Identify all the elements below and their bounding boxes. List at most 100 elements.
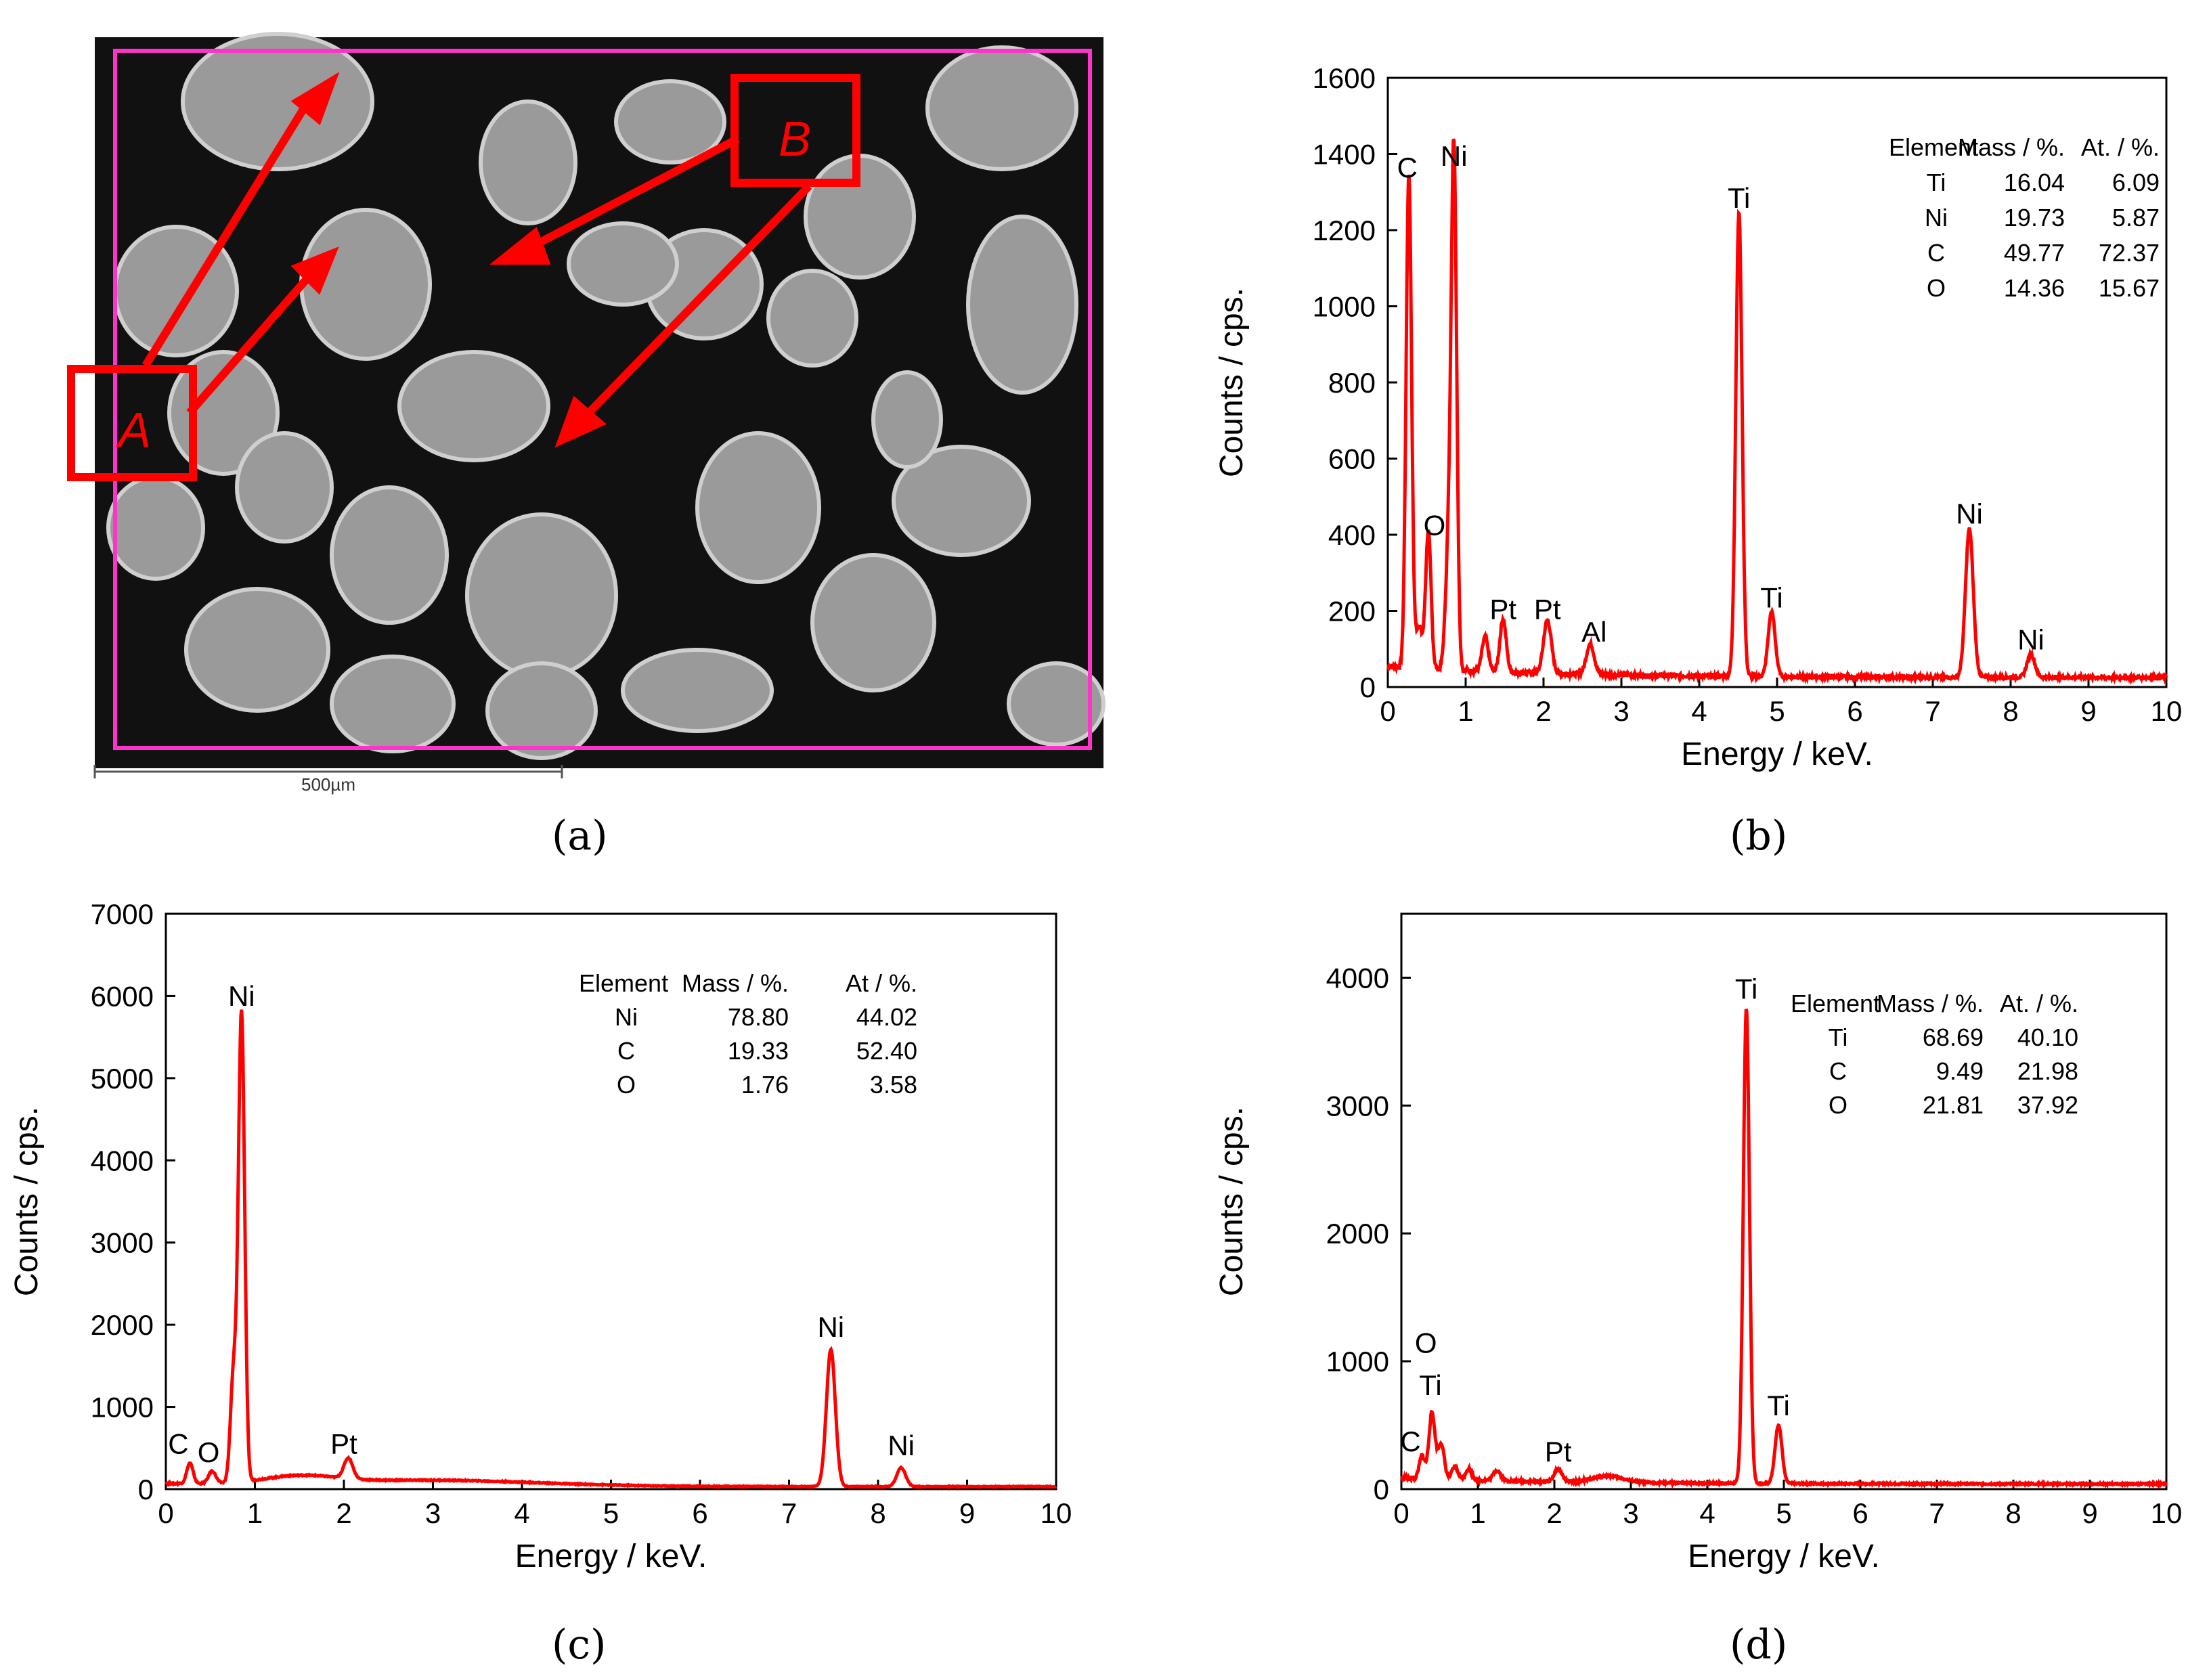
y-tick-label: 600 (1328, 443, 1376, 475)
peak-label: Pt (1545, 1436, 1572, 1467)
table-header-cell: Element (1791, 990, 1880, 1017)
scale-bar-label: 500µm (301, 774, 355, 795)
peak-label: O (1424, 510, 1446, 541)
y-tick-label: 2000 (91, 1309, 154, 1341)
table-header-cell: At / %. (846, 969, 917, 997)
table-header-cell: Mass / %. (1877, 990, 1984, 1017)
peak-label: Al (1581, 616, 1606, 648)
region-box-a (67, 365, 197, 481)
x-tick-label: 2 (1535, 695, 1551, 727)
x-tick-label: 9 (2080, 695, 2096, 727)
table-cell: O (1927, 274, 1946, 302)
table-header-cell: Element (1889, 133, 1978, 161)
plot-frame (165, 912, 1057, 1490)
table-cell: 19.73 (2004, 204, 2065, 231)
table-cell: 52.40 (856, 1037, 917, 1065)
table-cell: 1.76 (741, 1071, 789, 1099)
peak-label: C (168, 1428, 188, 1460)
table-cell: Ti (1829, 1023, 1848, 1051)
table-cell: Ni (1925, 204, 1948, 231)
panel-label-a: (a) (552, 812, 608, 860)
x-tick-label: 4 (1699, 1497, 1715, 1529)
x-tick-label: 8 (870, 1497, 885, 1529)
x-tick-label: 6 (692, 1497, 707, 1529)
table-cell: 19.33 (728, 1037, 789, 1065)
y-tick-label: 1400 (1313, 139, 1376, 171)
table-cell: 68.69 (1923, 1023, 1984, 1051)
table-cell: 16.04 (2004, 169, 2065, 196)
peak-label: Ti (1728, 182, 1750, 214)
table-header-cell: At. / %. (2081, 133, 2160, 161)
region-label-b: B (779, 112, 811, 167)
x-tick-label: 3 (1613, 695, 1629, 727)
region-label-a: A (116, 403, 151, 458)
table-cell: 6.09 (2112, 169, 2160, 196)
peak-label: Ni (1441, 140, 1468, 172)
analysis-frame (113, 49, 1092, 750)
eds-chart-d: 0 1 2 3 4 5 6 7 8 9 1001000200030004000COTiPtTiTiE… (1214, 912, 2183, 1574)
table-cell: 21.81 (1923, 1091, 1984, 1119)
table-cell: 72.37 (2099, 239, 2160, 267)
y-axis-title-d: Counts / cps. (1214, 1107, 1250, 1296)
x-tick-label: 1 (1470, 1497, 1485, 1529)
y-tick-label: 0 (138, 1474, 154, 1505)
table-cell: C (1927, 239, 1945, 267)
x-tick-label: 9 (959, 1497, 975, 1529)
plot-area-b: 0 1 2 3 4 5 6 7 8 9 10 0 200 400 600 800 1000 1200 1400 160… (1313, 62, 2183, 727)
table-cell: 40.10 (2017, 1023, 2078, 1051)
x-tick-label: 5 (603, 1497, 619, 1529)
annotation-arrows (141, 72, 812, 448)
peak-label: Ni (888, 1430, 915, 1461)
sem-micrograph: A B 500µm (67, 32, 1106, 795)
peak-label: C (1400, 1425, 1420, 1457)
y-tick-label: 1000 (1326, 1346, 1389, 1377)
plot-area-d: 0 1 2 3 4 5 6 7 8 9 1001000200030004000COTiPtTiTiE… (1326, 912, 2183, 1529)
panel-label-c: (c) (552, 1621, 607, 1668)
peak-label: Ti (1735, 973, 1757, 1004)
y-tick-label: 800 (1328, 367, 1376, 399)
table-cell: O (1829, 1091, 1847, 1119)
x-tick-label: 9 (2082, 1497, 2097, 1529)
table-cell: 78.80 (728, 1003, 789, 1031)
table-header-cell: Mass / %. (682, 969, 789, 997)
x-tick-label: 10 (2151, 1497, 2183, 1529)
x-tick-label: 4 (1691, 695, 1707, 727)
table-cell: 37.92 (2017, 1091, 2078, 1119)
peak-label: Ni (1956, 498, 1983, 530)
y-tick-label: 5000 (91, 1063, 154, 1095)
x-tick-label: 8 (2005, 1497, 2021, 1529)
eds-chart-b: 0 1 2 3 4 5 6 7 8 9 10 0 200 400 600 800 1000 1200 1400 160… (1214, 62, 2183, 772)
spectrum-line (1399, 1009, 2168, 1489)
x-tick-label: 2 (336, 1497, 351, 1529)
x-tick-label: 3 (1623, 1497, 1638, 1529)
table-cell: 9.49 (1936, 1057, 1984, 1085)
y-tick-label: 4000 (91, 1145, 154, 1176)
y-tick-label: 400 (1328, 519, 1376, 551)
y-axis-title-b: Counts / cps. (1214, 288, 1250, 477)
table-header-cell: Element (579, 969, 668, 997)
y-tick-label: 1000 (1313, 291, 1376, 323)
x-tick-label: 10 (2151, 695, 2183, 727)
x-tick-label: 10 (1041, 1497, 1072, 1529)
y-tick-label: 1200 (1313, 215, 1376, 246)
x-tick-label: 7 (1925, 695, 1940, 727)
x-tick-label: 8 (2003, 695, 2018, 727)
x-tick-label: 0 (1393, 1497, 1409, 1529)
x-tick-label: 1 (247, 1497, 263, 1529)
x-axis-title-c: Energy / keV. (515, 1539, 707, 1574)
table-cell: O (617, 1071, 636, 1099)
peak-label: Ni (2017, 623, 2044, 655)
x-tick-label: 3 (425, 1497, 441, 1529)
table-cell: 15.67 (2099, 274, 2160, 302)
y-axis-title-c: Counts / cps. (9, 1107, 45, 1296)
table-cell: 49.77 (2004, 239, 2065, 267)
peak-label: C (1397, 152, 1418, 183)
y-tick-label: 0 (1374, 1474, 1389, 1505)
table-cell: C (617, 1037, 635, 1065)
eds-chart-c: 0 1 2 3 4 5 6 7 8 9 10 0 1000 2000 3000 4000 5000 6000 700… (9, 898, 1072, 1574)
plot-area-c: 0 1 2 3 4 5 6 7 8 9 10 0 1000 2000 3000 4000 5000 6000 700… (91, 898, 1072, 1529)
peak-label: Pt (1489, 593, 1516, 625)
x-tick-label: 5 (1776, 1497, 1791, 1529)
y-tick-label: 200 (1328, 596, 1376, 627)
y-tick-label: 6000 (91, 980, 154, 1012)
